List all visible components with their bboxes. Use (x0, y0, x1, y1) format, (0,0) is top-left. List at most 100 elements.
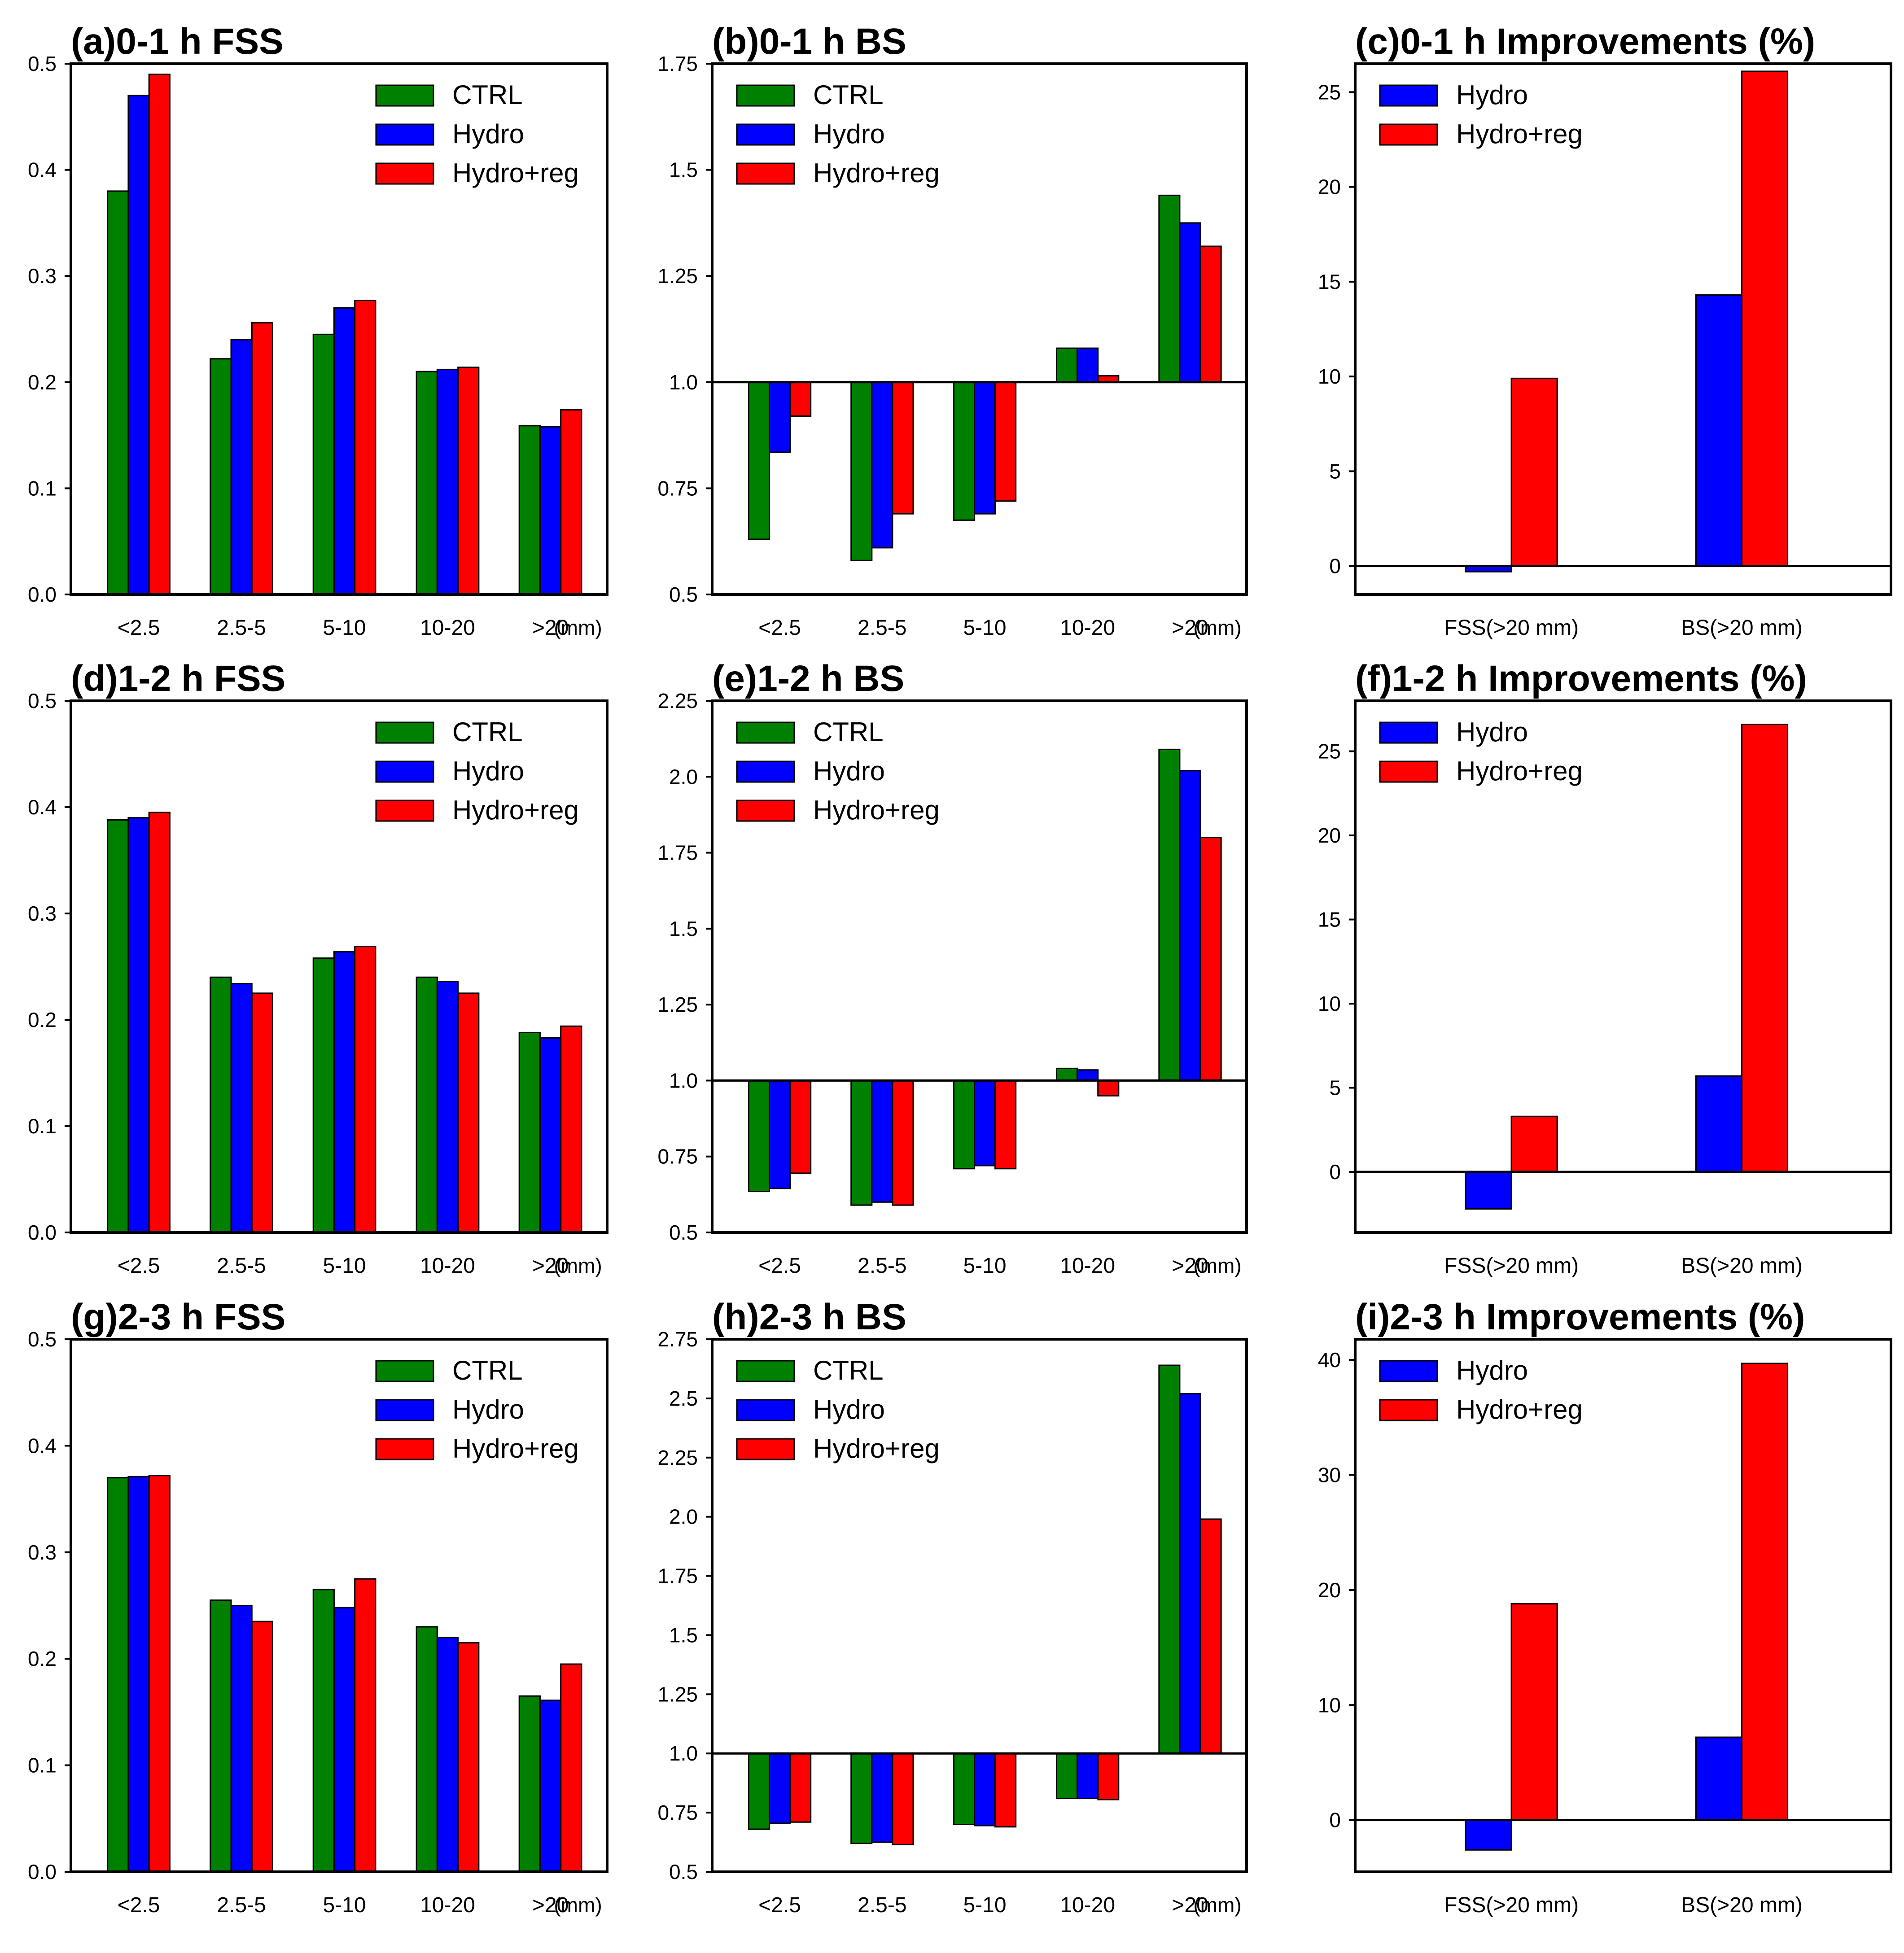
y-tick-label: 1.25 (657, 1682, 698, 1706)
panel-title: (g)2-3 h FSS (71, 1297, 285, 1337)
legend-label: Hydro (452, 756, 524, 786)
bar-hydro-reg (148, 812, 171, 1233)
bar-hydro-reg (789, 381, 812, 417)
bar-hydro (230, 339, 253, 595)
legend-swatch (1379, 760, 1438, 783)
y-tick-label: 20 (1318, 175, 1341, 199)
legend-label: CTRL (813, 717, 884, 747)
legend-swatch (736, 800, 795, 822)
x-tick-label: FSS(>20 mm) (1444, 1893, 1579, 1917)
y-tick-label: 0.75 (657, 1801, 698, 1824)
x-tick-label: <2.5 (758, 1254, 801, 1278)
bar-hydro-reg (1510, 1115, 1558, 1173)
x-tick-label: 5-10 (323, 1893, 366, 1917)
legend-swatch (736, 123, 795, 146)
bar-hydro-reg (1741, 70, 1789, 567)
legend-label: Hydro (452, 119, 524, 149)
bar-hydro (973, 381, 996, 515)
bar-hydro-reg (560, 1663, 582, 1873)
bar-ctrl (850, 381, 873, 561)
bar-hydro-reg (457, 367, 480, 595)
y-tick-label: 0.2 (28, 1647, 57, 1670)
y-tick-label: 5 (1329, 459, 1341, 483)
bar-ctrl (312, 1589, 335, 1873)
bar-hydro (1077, 347, 1099, 383)
y-tick-label: 0.0 (28, 1860, 57, 1883)
bar-hydro-reg (560, 1025, 582, 1233)
panel-b: (b)0-1 h BS 0.5 0.75 1.0 1.25 1.5 1.75 <2.5 2.5-… (657, 21, 1248, 640)
panel-a: (a)0-1 h FSS 0.0 0.1 0.2 0.3 0.4 0.5 <2.5 2.5-5 5… (28, 21, 608, 640)
bar-ctrl (1158, 1364, 1181, 1754)
legend-label: Hydro+reg (1456, 1394, 1583, 1424)
bar-hydro-reg (789, 1079, 812, 1174)
legend-label: Hydro+reg (452, 158, 579, 188)
y-tick-label: 1.75 (657, 841, 698, 865)
bar-ctrl (312, 333, 335, 595)
x-tick-label: >20 (1172, 1893, 1208, 1917)
x-tick-label: FSS(>20 mm) (1444, 1254, 1579, 1278)
legend-swatch (1379, 721, 1438, 744)
bar-hydro-reg (354, 1578, 376, 1873)
legend-swatch (1379, 123, 1438, 146)
bar-hydro-reg (457, 992, 480, 1233)
y-tick-label: 0 (1329, 1160, 1341, 1184)
y-tick-label: 10 (1318, 1693, 1341, 1717)
bar-hydro (1465, 1171, 1512, 1210)
y-tick-label: 1.25 (657, 264, 698, 288)
bar-hydro (973, 1079, 996, 1167)
plot-frame (1354, 1338, 1892, 1873)
y-tick-label: 0 (1329, 555, 1341, 578)
y-tick-label: 2.75 (657, 1328, 698, 1351)
y-tick-label: 0.5 (669, 1860, 698, 1883)
x-tick-label: FSS(>20 mm) (1444, 616, 1579, 640)
y-tick-label: 2.25 (657, 689, 698, 712)
legend-swatch (375, 162, 434, 185)
y-tick-label: 2.0 (669, 1505, 698, 1529)
y-tick-label: 0.5 (28, 689, 57, 712)
legend-swatch (375, 84, 434, 107)
x-tick-label: 10-20 (1060, 1893, 1115, 1917)
plot-frame (70, 699, 608, 1234)
legend-swatch (736, 760, 795, 783)
plot-frame (70, 1338, 608, 1873)
y-tick-label: 0.4 (28, 1434, 57, 1457)
bar-ctrl (107, 819, 129, 1233)
y-tick-label: 2.25 (657, 1446, 698, 1469)
y-tick-label: 20 (1318, 824, 1341, 847)
legend-label: Hydro+reg (452, 1433, 579, 1464)
bar-ctrl (1158, 194, 1181, 383)
legend-swatch (1379, 84, 1438, 107)
bar-hydro-reg (354, 300, 376, 595)
bar-hydro (127, 1476, 150, 1873)
bar-ctrl (1158, 748, 1181, 1081)
bar-ctrl (748, 1079, 770, 1193)
x-tick-label: 10-20 (420, 1254, 475, 1278)
x-tick-label: >20 (1172, 1254, 1208, 1278)
x-tick-label: 5-10 (323, 616, 366, 640)
x-tick-label: <2.5 (758, 616, 801, 640)
legend-label: Hydro+reg (452, 795, 579, 825)
bar-hydro (1695, 1075, 1742, 1173)
y-tick-label: 1.0 (669, 371, 698, 394)
x-tick-label: 2.5-5 (858, 616, 906, 640)
y-tick-label: 2.0 (669, 765, 698, 788)
panel-title: (a)0-1 h FSS (71, 21, 284, 62)
x-tick-label: 2.5-5 (217, 1893, 266, 1917)
bar-hydro-reg (1510, 377, 1558, 567)
bar-hydro-reg (251, 992, 273, 1233)
x-unit-label: (mm) (554, 1254, 602, 1277)
y-tick-label: 2.5 (669, 1387, 698, 1410)
y-tick-label: 0.5 (669, 1221, 698, 1244)
bar-hydro (539, 426, 562, 595)
y-tick-label: 1.25 (657, 993, 698, 1016)
legend-label: Hydro+reg (1456, 119, 1583, 149)
x-tick-label: 2.5-5 (858, 1893, 906, 1917)
y-tick-label: 0.5 (28, 1328, 57, 1351)
y-tick-label: 0.2 (28, 1008, 57, 1031)
y-tick-label: 5 (1329, 1076, 1341, 1100)
bar-hydro (1179, 222, 1201, 383)
bar-ctrl (1056, 347, 1078, 383)
y-tick-label: 0.75 (657, 1145, 698, 1168)
bar-hydro-reg (892, 1079, 914, 1206)
